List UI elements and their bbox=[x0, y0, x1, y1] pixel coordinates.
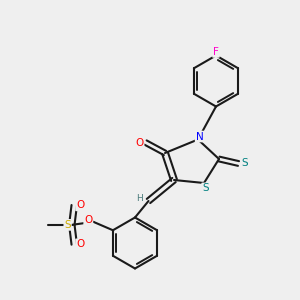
Text: S: S bbox=[202, 183, 209, 194]
Text: O: O bbox=[76, 239, 84, 249]
Text: H: H bbox=[136, 194, 143, 203]
Text: F: F bbox=[213, 47, 219, 57]
Text: S: S bbox=[241, 158, 248, 169]
Text: N: N bbox=[196, 131, 203, 142]
Text: O: O bbox=[76, 200, 84, 210]
Text: O: O bbox=[135, 137, 144, 148]
Text: O: O bbox=[84, 215, 92, 225]
Text: S: S bbox=[64, 220, 71, 230]
